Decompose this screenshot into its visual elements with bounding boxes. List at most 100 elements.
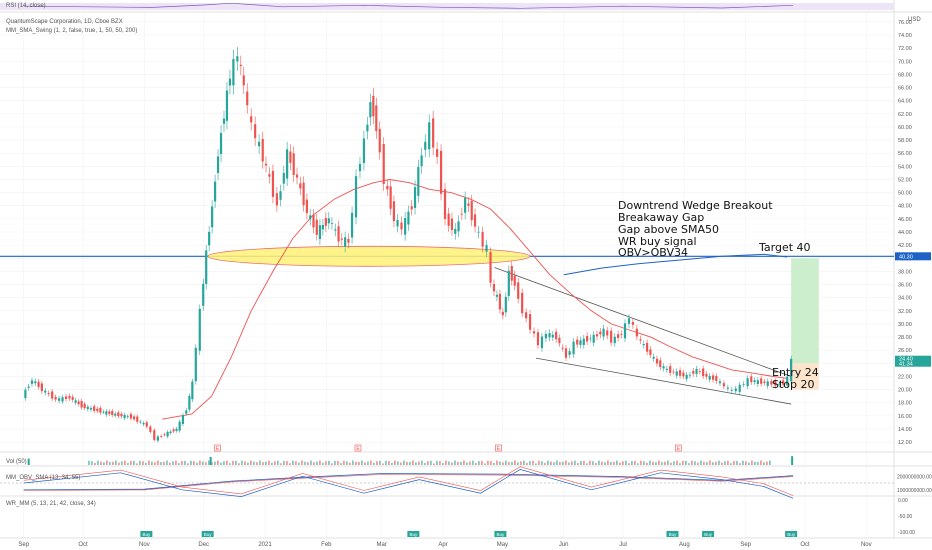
candle-body	[675, 371, 678, 376]
candle-body	[289, 151, 292, 163]
rsi-indicator-label[interactable]: RSI (14, close)	[6, 3, 46, 9]
volume-bar	[385, 460, 387, 465]
candle-body	[467, 203, 470, 206]
rsi-line	[23, 2, 794, 9]
symbol-title[interactable]: QuantumScape Corporation, 1D, Cboe BZX	[6, 19, 123, 25]
candle-body	[436, 149, 439, 157]
volume-bar	[556, 460, 558, 465]
candle-body	[166, 431, 169, 437]
candle-body	[172, 429, 175, 432]
candle-body	[620, 334, 623, 335]
volume-bar	[676, 460, 678, 465]
candle-body	[407, 211, 410, 225]
volume-bar	[259, 460, 261, 465]
volume-bar	[529, 461, 531, 465]
candle-body	[450, 218, 454, 230]
candle-body	[613, 336, 616, 344]
sma-swing-indicator-label[interactable]: MM_SMA_Swing (1, 2, false, true, 1, 50, …	[6, 28, 138, 34]
volume-bar	[391, 463, 393, 465]
price-tick-label: 58.00	[898, 138, 912, 144]
candle-body	[299, 183, 302, 189]
candle-body	[610, 330, 613, 343]
candle-body	[492, 283, 496, 292]
candle-body	[96, 408, 99, 412]
volume-spike	[209, 457, 212, 465]
volume-bar	[358, 462, 360, 465]
candle-body	[642, 343, 645, 346]
candle-body	[470, 200, 473, 221]
volume-bar	[178, 463, 180, 465]
volume-bar	[118, 462, 120, 465]
price-tick-label: 68.00	[898, 72, 912, 78]
price-tick-label: 56.00	[898, 151, 912, 157]
volume-bar	[202, 461, 204, 465]
volume-bar	[760, 460, 762, 465]
volume-bar	[271, 462, 273, 465]
candle-body	[239, 64, 242, 67]
obv-indicator-label[interactable]: MM_OBV_SMA (13, 34, 55)	[6, 475, 81, 481]
candle-body	[86, 406, 89, 410]
buy-marker-label: Buy	[787, 532, 796, 537]
volume-bar	[769, 460, 771, 465]
price-axis-background	[894, 0, 932, 550]
candle-body	[507, 270, 510, 296]
candle-body	[232, 59, 235, 86]
volume-bar	[133, 460, 135, 465]
volume-bar	[448, 461, 450, 465]
candle-body	[181, 415, 185, 424]
candle-body	[68, 395, 71, 399]
volume-bar	[496, 460, 498, 465]
candle-body	[454, 228, 457, 234]
volume-bar	[742, 460, 744, 465]
volume-bar	[505, 460, 507, 465]
volume-bar	[127, 463, 129, 465]
volume-indicator-label[interactable]: Vol (50)	[6, 459, 27, 465]
volume-bar	[526, 463, 528, 465]
candle-body	[521, 292, 524, 314]
volume-bar	[754, 461, 756, 465]
price-tick-label: 16.00	[898, 414, 912, 420]
candle-body	[211, 206, 214, 228]
volume-bar	[763, 462, 765, 465]
candle-body	[778, 383, 781, 385]
volume-bar	[235, 460, 237, 465]
wr-indicator-label[interactable]: WR_MM (5, 13, 21, 42, close, 34)	[6, 501, 96, 507]
volume-bar	[565, 460, 567, 465]
candle-body	[685, 374, 688, 379]
earnings-marker	[495, 444, 502, 452]
candle-body	[655, 358, 659, 364]
candle-body	[222, 118, 226, 124]
volume-bar	[154, 462, 156, 465]
volume-bar	[460, 461, 462, 465]
candle-body	[286, 149, 289, 179]
volume-bar	[415, 462, 417, 465]
time-tick-label: Jul	[619, 542, 627, 548]
candle-body	[774, 381, 777, 386]
candle-body	[536, 332, 540, 346]
volume-bar	[424, 462, 426, 465]
candle-body	[457, 221, 460, 232]
volume-bar	[379, 460, 381, 465]
candle-body	[688, 374, 692, 376]
volume-bar	[514, 460, 516, 465]
volume-bar	[325, 461, 327, 465]
volume-bar	[472, 460, 474, 465]
candle-body	[592, 334, 595, 343]
wr-tick-label: 0.00	[898, 498, 908, 504]
volume-bar	[88, 460, 90, 465]
volume-bar	[463, 460, 465, 465]
volume-bar	[367, 461, 369, 465]
buy-marker-label: Buy	[669, 532, 678, 537]
rsi-band	[0, 3, 894, 10]
candle-body	[424, 141, 427, 150]
candle-body	[340, 238, 343, 240]
candle-body	[730, 389, 733, 391]
price-tick-label: 12.00	[898, 440, 912, 446]
volume-bar	[685, 460, 687, 465]
volume-bar	[736, 460, 738, 465]
candle-body	[420, 155, 423, 167]
candle-body	[185, 410, 188, 414]
volume-bar	[436, 460, 438, 465]
current-price-badge-text: 24.40	[899, 357, 913, 363]
